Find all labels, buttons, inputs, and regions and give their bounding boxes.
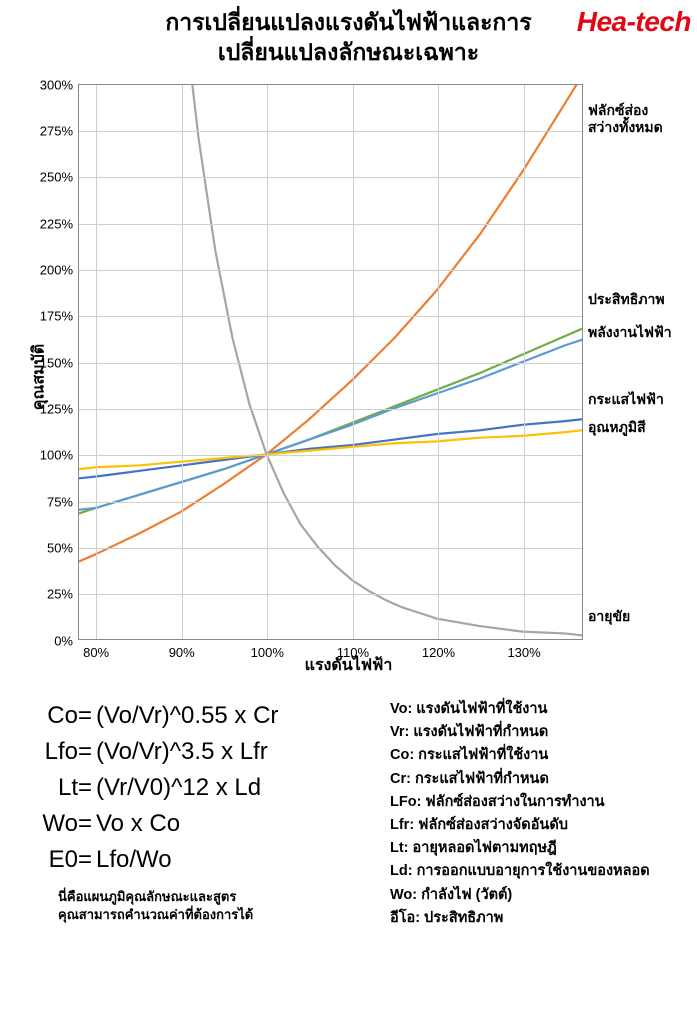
formula-lhs: Lfo= (18, 734, 96, 770)
formula-row: Wo= Vo x Co (18, 806, 378, 842)
formula-rhs: (Vo/Vr)^3.5 x Lfr (96, 734, 378, 770)
definition-line: Ld: การออกแบบอายุการใช้งานของหลอด (390, 860, 679, 883)
y-tick-label: 75% (47, 494, 73, 509)
grid-line-v (524, 85, 525, 639)
header: การเปลี่ยนแปลงแรงดันไฟฟ้าและการเปลี่ยนแป… (0, 0, 697, 68)
grid-line-v (182, 85, 183, 639)
y-tick-label: 200% (40, 263, 73, 278)
chart-note: นี่คือแผนภูมิคุณลักษณะและสูตรคุณสามารถคำ… (58, 888, 378, 924)
grid-line-v (267, 85, 268, 639)
grid-line-h (79, 594, 582, 595)
formula-lhs: Lt= (18, 770, 96, 806)
formula-lhs: E0= (18, 842, 96, 878)
grid-line-h (79, 224, 582, 225)
formula-lhs: Wo= (18, 806, 96, 842)
definition-line: Cr: กระแสไฟฟ้าที่กำหนด (390, 768, 679, 791)
series-life (130, 0, 582, 635)
definition-line: อีโอ: ประสิทธิภาพ (390, 907, 679, 930)
y-tick-label: 25% (47, 587, 73, 602)
series-color_temp (79, 430, 582, 469)
series-label-luminous_flux: ฟลักซ์ส่องสว่างทั้งหมด (588, 102, 663, 137)
definition-line: LFo: ฟลักซ์ส่องสว่างในการทำงาน (390, 791, 679, 814)
grid-line-h (79, 363, 582, 364)
chart-lines-svg (79, 85, 582, 639)
grid-line-v (438, 85, 439, 639)
formula-section: Co=(Vo/Vr)^0.55 x CrLfo=(Vo/Vr)^3.5 x Lf… (0, 698, 697, 930)
chart: คุณสมบัติ 0%25%50%75%100%125%150%175%200… (0, 72, 697, 682)
grid-line-h (79, 316, 582, 317)
definition-line: Vr: แรงดันไฟฟ้าที่กำหนด (390, 721, 679, 744)
definition-line: Lt: อายุหลอดไฟตามทฤษฎี (390, 837, 679, 860)
series-luminous_flux (79, 76, 582, 562)
definition-line: Vo: แรงดันไฟฟ้าที่ใช้งาน (390, 698, 679, 721)
grid-line-v (353, 85, 354, 639)
y-tick-label: 150% (40, 355, 73, 370)
y-tick-label: 300% (40, 77, 73, 92)
y-tick-label: 125% (40, 402, 73, 417)
y-tick-label: 275% (40, 124, 73, 139)
formula-row: E0= Lfo/Wo (18, 842, 378, 878)
grid-line-h (79, 455, 582, 456)
grid-line-v (96, 85, 97, 639)
formula-row: Lfo=(Vo/Vr)^3.5 x Lfr (18, 734, 378, 770)
plot-area: 0%25%50%75%100%125%150%175%200%225%250%2… (78, 84, 583, 640)
brand-logo: Hea-tech (577, 6, 691, 38)
formula-rhs: Vo x Co (96, 806, 378, 842)
series-power (79, 340, 582, 510)
definition-line: Wo: กำลังไฟ (วัตต์) (390, 884, 679, 907)
page-title: การเปลี่ยนแปลงแรงดันไฟฟ้าและการเปลี่ยนแป… (109, 8, 589, 68)
series-label-efficiency: ประสิทธิภาพ (588, 291, 665, 309)
series-label-color_temp: อุณหภูมิสี (588, 419, 646, 437)
definition-line: Lfr: ฟลักซ์ส่องสว่างจัดอันดับ (390, 814, 679, 837)
series-efficiency (79, 329, 582, 514)
series-label-current: กระแสไฟฟ้า (588, 391, 664, 409)
x-tick-label: 80% (83, 645, 109, 660)
x-tick-label: 120% (422, 645, 455, 660)
formula-rhs: (Vo/Vr)^0.55 x Cr (96, 698, 378, 734)
grid-line-h (79, 270, 582, 271)
y-tick-label: 225% (40, 216, 73, 231)
definitions: Vo: แรงดันไฟฟ้าที่ใช้งานVr: แรงดันไฟฟ้าท… (390, 698, 679, 930)
grid-line-h (79, 409, 582, 410)
y-tick-label: 100% (40, 448, 73, 463)
grid-line-h (79, 548, 582, 549)
series-label-life: อายุขัย (588, 608, 630, 626)
grid-line-h (79, 177, 582, 178)
y-tick-label: 0% (54, 633, 73, 648)
y-tick-label: 50% (47, 541, 73, 556)
formula-lhs: Co= (18, 698, 96, 734)
formula-row: Co=(Vo/Vr)^0.55 x Cr (18, 698, 378, 734)
x-tick-label: 130% (507, 645, 540, 660)
x-tick-label: 90% (169, 645, 195, 660)
definition-line: Co: กระแสไฟฟ้าที่ใช้งาน (390, 744, 679, 767)
series-label-power: พลังงานไฟฟ้า (588, 324, 672, 342)
formula-rhs: (Vr/V0)^12 x Ld (96, 770, 378, 806)
x-tick-label: 100% (251, 645, 284, 660)
formula-rhs: Lfo/Wo (96, 842, 378, 878)
x-axis-title: แรงดันไฟฟ้า (305, 653, 393, 678)
y-tick-label: 250% (40, 170, 73, 185)
y-tick-label: 175% (40, 309, 73, 324)
formulas: Co=(Vo/Vr)^0.55 x CrLfo=(Vo/Vr)^3.5 x Lf… (18, 698, 378, 930)
grid-line-h (79, 502, 582, 503)
formula-row: Lt=(Vr/V0)^12 x Ld (18, 770, 378, 806)
y-axis-title: คุณสมบัติ (27, 344, 52, 410)
grid-line-h (79, 131, 582, 132)
